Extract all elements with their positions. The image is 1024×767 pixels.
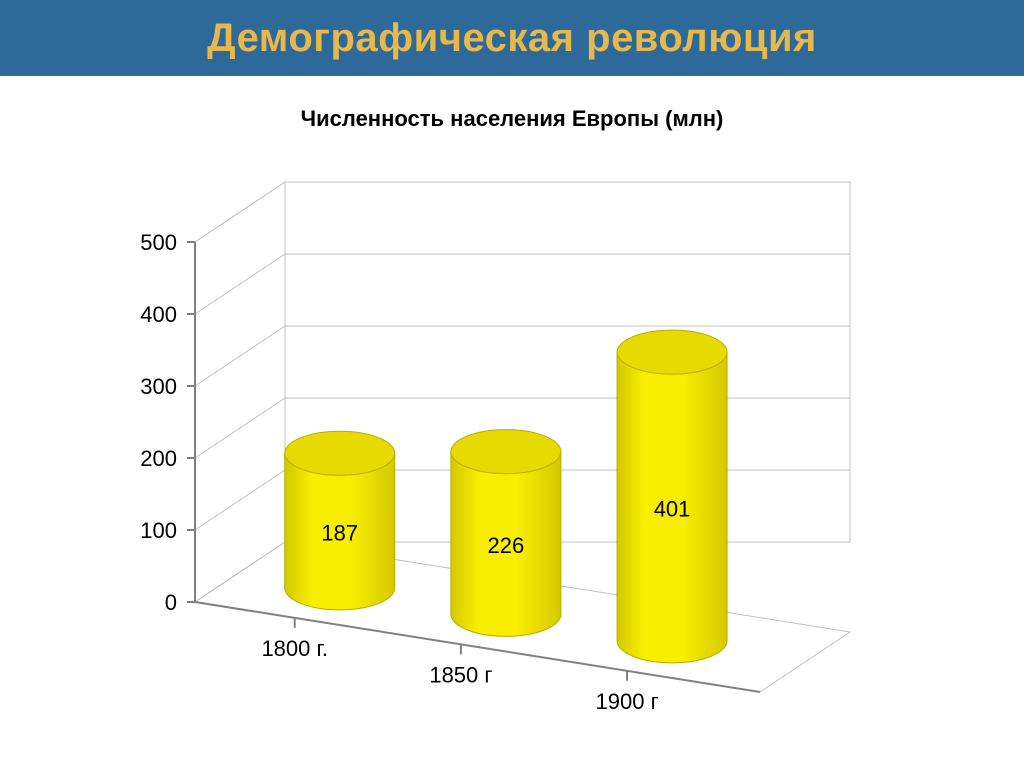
x-category-label: 1800 г. xyxy=(261,636,328,661)
slide-header: Демографическая революция xyxy=(0,0,1024,76)
y-tick-label: 400 xyxy=(140,302,177,327)
cylinder-top xyxy=(451,430,561,474)
slide-title: Демографическая революция xyxy=(207,16,817,61)
gridline-side xyxy=(195,182,285,242)
gridline-side xyxy=(195,326,285,386)
y-tick-label: 200 xyxy=(140,446,177,471)
gridline-side xyxy=(195,470,285,530)
chart-title: Численность населения Европы (млн) xyxy=(0,106,1024,132)
gridline-side xyxy=(195,542,285,602)
y-tick-label: 300 xyxy=(140,374,177,399)
y-tick-label: 500 xyxy=(140,230,177,255)
y-tick-label: 100 xyxy=(140,518,177,543)
y-tick-label: 0 xyxy=(165,590,177,615)
side-wall xyxy=(195,182,285,602)
cylinder-top xyxy=(617,330,727,374)
x-category-label: 1850 г xyxy=(429,662,492,687)
value-label: 226 xyxy=(488,533,525,558)
chart-svg: 0 100 200 300 400 500 187 1800 г. 226 1850 г 401 19… xyxy=(0,132,1024,752)
x-category-label: 1900 г xyxy=(596,689,659,714)
gridline-side xyxy=(195,398,285,458)
gridline-side xyxy=(195,254,285,314)
cylinder-top xyxy=(285,431,395,475)
chart-container: 0 100 200 300 400 500 187 1800 г. 226 1850 г 401 19… xyxy=(0,132,1024,752)
value-label: 401 xyxy=(654,496,691,521)
value-label: 187 xyxy=(321,521,358,546)
